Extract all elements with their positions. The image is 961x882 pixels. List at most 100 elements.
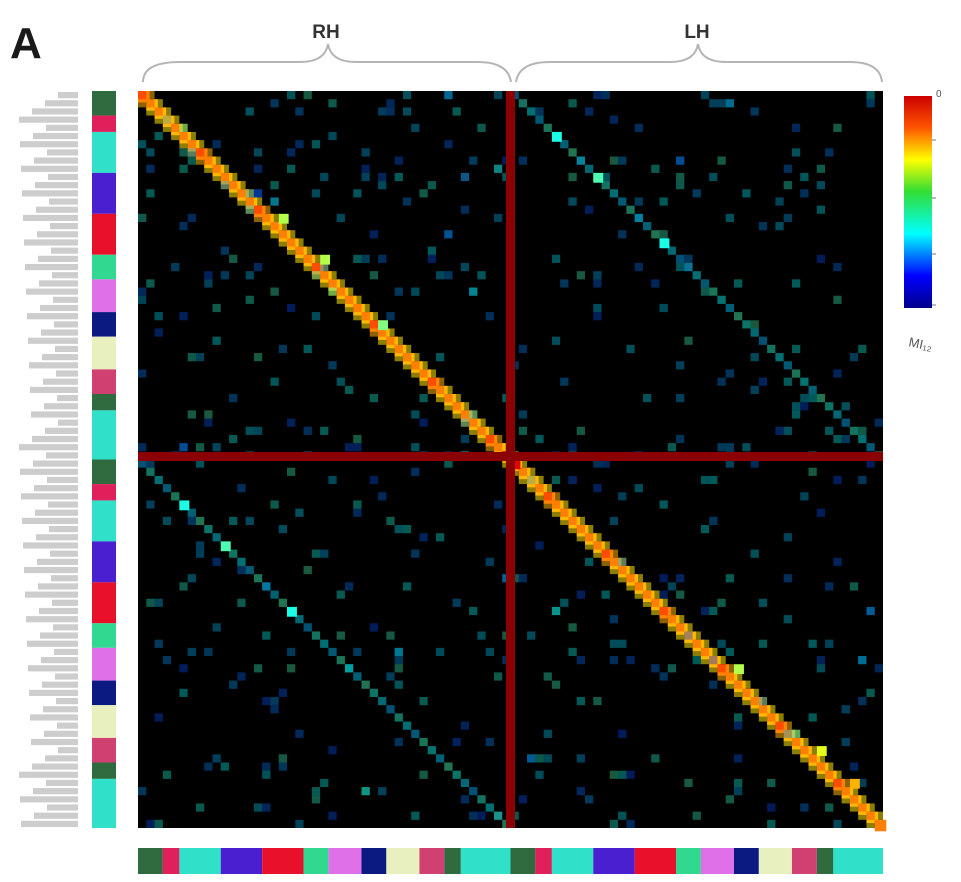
matrix-cell (477, 795, 486, 804)
matrix-cell (204, 410, 213, 419)
matrix-cell (320, 639, 329, 648)
matrix-cell (320, 426, 329, 435)
matrix-cell (849, 426, 859, 435)
matrix-cell (270, 287, 279, 296)
network-row-segment (92, 393, 116, 411)
matrix-cell (336, 631, 345, 640)
matrix-cell (866, 688, 875, 697)
colorbar-ticks: 0 (932, 89, 942, 306)
matrix-cell (808, 467, 817, 476)
roi-label-mark (25, 263, 78, 271)
matrix-cell (195, 549, 205, 558)
matrix-cell (609, 115, 619, 124)
matrix-cell (253, 189, 263, 198)
network-row-segment (92, 582, 116, 624)
matrix-cell (618, 492, 627, 501)
network-column-segment (262, 848, 304, 874)
matrix-cell (651, 606, 660, 616)
matrix-cell (394, 156, 403, 165)
matrix-cell (527, 475, 539, 488)
network-row-segment (92, 484, 116, 501)
matrix-cell (295, 508, 304, 517)
matrix-cell (171, 262, 180, 272)
matrix-cell (833, 262, 842, 272)
matrix-cell (659, 230, 668, 239)
network-column-segment (551, 848, 594, 874)
matrix-cell (369, 271, 379, 280)
matrix-cell (394, 353, 403, 362)
matrix-cell (411, 123, 420, 132)
matrix-cell (361, 148, 370, 157)
roi-label-mark (25, 591, 78, 598)
matrix-cell (676, 590, 685, 599)
matrix-cell (229, 189, 238, 198)
matrix-cell (700, 287, 710, 296)
matrix-cell (808, 754, 821, 766)
matrix-cell (651, 230, 660, 239)
matrix-cell (179, 140, 188, 149)
matrix-cell (162, 656, 172, 665)
matrix-cell (700, 647, 713, 660)
matrix-cell (328, 99, 337, 108)
matrix-cell (618, 770, 627, 779)
matrix-cell (220, 172, 233, 185)
matrix-cell (543, 484, 552, 493)
matrix-cell (146, 107, 155, 116)
hemisphere-braces (142, 43, 883, 83)
matrix-cell (262, 803, 271, 812)
matrix-cell (626, 574, 638, 586)
matrix-cell (402, 344, 412, 354)
matrix-cell (833, 819, 842, 828)
matrix-cell (783, 729, 796, 742)
matrix-cell (386, 336, 398, 349)
matrix-cell (841, 778, 850, 788)
matrix-cell (262, 762, 271, 771)
matrix-cell (742, 680, 751, 689)
matrix-cell (709, 664, 718, 673)
matrix-cell (717, 639, 726, 648)
matrix-cell (485, 443, 494, 452)
matrix-cell (452, 770, 461, 779)
matrix-cell (601, 181, 610, 190)
matrix-cell (750, 328, 759, 337)
matrix-cell (700, 656, 710, 665)
matrix-cell (245, 565, 254, 575)
matrix-cell (220, 181, 230, 190)
matrix-cell (469, 156, 478, 165)
matrix-cell (791, 746, 801, 755)
roi-label-mark (30, 386, 78, 393)
matrix-cell (402, 107, 412, 116)
matrix-cell (808, 713, 817, 722)
matrix-cell (758, 696, 768, 706)
matrix-cell (866, 459, 875, 468)
matrix-cell (734, 787, 743, 796)
matrix-cell (609, 565, 619, 575)
matrix-cell (849, 353, 859, 362)
matrix-cell (750, 688, 759, 697)
matrix-cell (278, 238, 287, 247)
matrix-cell (518, 344, 528, 354)
matrix-cell (709, 475, 718, 485)
matrix-cell (775, 426, 784, 435)
matrix-cell (618, 557, 627, 566)
network-row-segment (92, 115, 116, 132)
matrix-cell (618, 197, 627, 206)
matrix-cell (386, 312, 395, 321)
matrix-cell (138, 213, 147, 223)
roi-label-mark (48, 501, 78, 508)
matrix-cell (684, 639, 693, 648)
matrix-cell (527, 475, 536, 485)
roi-label-mark (22, 190, 78, 197)
roi-label-mark (34, 157, 78, 164)
matrix-cell (444, 402, 453, 411)
matrix-cell (394, 525, 403, 534)
matrix-cell (601, 541, 610, 550)
roi-label-mark (53, 624, 78, 631)
matrix-cell (270, 222, 283, 234)
matrix-cell (841, 705, 850, 714)
roi-label-mark (43, 706, 78, 713)
matrix-cell (676, 631, 685, 640)
matrix-cell (361, 172, 370, 182)
matrix-cell (237, 557, 246, 566)
matrix-cell (311, 189, 321, 198)
